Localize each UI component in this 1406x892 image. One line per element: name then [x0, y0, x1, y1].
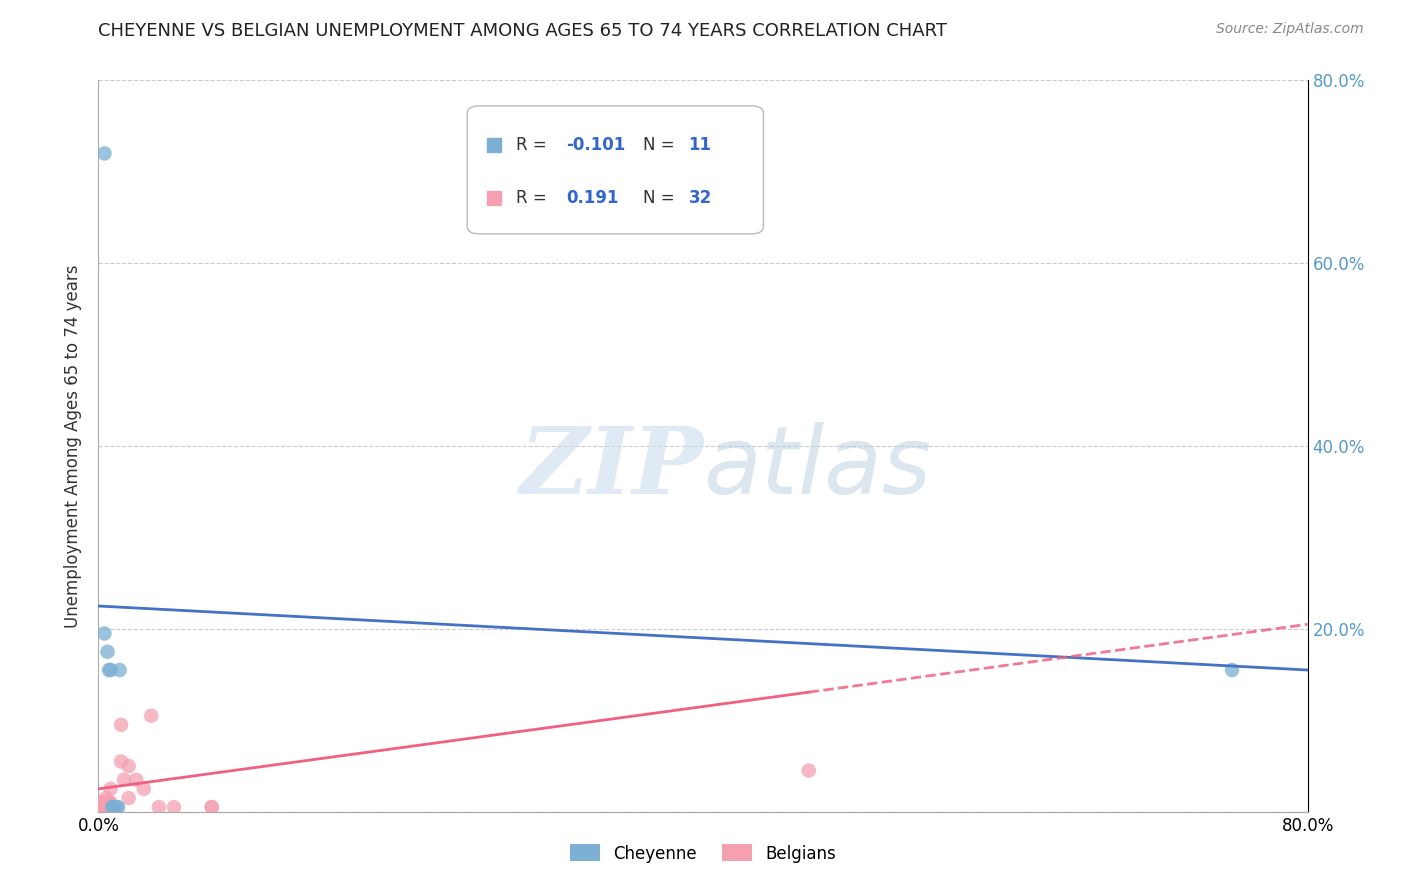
- Point: [101, 800, 124, 814]
- Point: [112, 772, 135, 787]
- Point: [91, 800, 114, 814]
- Point: [163, 800, 186, 814]
- Point: [93, 796, 115, 810]
- Point: [89, 800, 111, 814]
- Text: atlas: atlas: [703, 423, 931, 514]
- Point: [110, 718, 132, 732]
- Point: [108, 663, 131, 677]
- Point: [94, 800, 117, 814]
- Text: 0.191: 0.191: [567, 189, 619, 207]
- Point: [89, 800, 111, 814]
- Point: [125, 772, 148, 787]
- Text: N =: N =: [643, 189, 679, 207]
- Text: R =: R =: [516, 136, 551, 154]
- Point: [91, 796, 114, 810]
- Point: [98, 800, 121, 814]
- Point: [107, 800, 129, 814]
- Point: [110, 755, 132, 769]
- Point: [103, 800, 125, 814]
- Text: N =: N =: [643, 136, 679, 154]
- Point: [96, 645, 118, 659]
- Point: [148, 800, 170, 814]
- Point: [94, 791, 117, 805]
- Text: 11: 11: [689, 136, 711, 154]
- Point: [90, 796, 112, 810]
- Legend: Cheyenne, Belgians: Cheyenne, Belgians: [564, 838, 842, 869]
- Point: [201, 800, 224, 814]
- Point: [98, 663, 121, 677]
- Point: [93, 626, 115, 640]
- Text: Source: ZipAtlas.com: Source: ZipAtlas.com: [1216, 22, 1364, 37]
- Point: [98, 796, 121, 810]
- Point: [101, 800, 124, 814]
- Point: [101, 800, 124, 814]
- Point: [100, 781, 122, 796]
- Text: R =: R =: [516, 189, 551, 207]
- Point: [94, 796, 117, 810]
- Point: [103, 800, 125, 814]
- Point: [91, 796, 114, 810]
- Point: [105, 800, 128, 814]
- Point: [90, 796, 112, 810]
- Text: ZIP: ZIP: [519, 423, 703, 513]
- Point: [100, 796, 122, 810]
- Point: [103, 800, 125, 814]
- Point: [141, 708, 163, 723]
- Point: [132, 781, 155, 796]
- Point: [118, 791, 141, 805]
- Text: CHEYENNE VS BELGIAN UNEMPLOYMENT AMONG AGES 65 TO 74 YEARS CORRELATION CHART: CHEYENNE VS BELGIAN UNEMPLOYMENT AMONG A…: [98, 22, 948, 40]
- Point: [797, 764, 820, 778]
- FancyBboxPatch shape: [467, 106, 763, 234]
- Text: 32: 32: [689, 189, 711, 207]
- Point: [93, 146, 115, 161]
- Point: [100, 663, 122, 677]
- Text: -0.101: -0.101: [567, 136, 626, 154]
- Point: [118, 759, 141, 773]
- Point: [201, 800, 224, 814]
- Y-axis label: Unemployment Among Ages 65 to 74 years: Unemployment Among Ages 65 to 74 years: [65, 264, 83, 628]
- Point: [1220, 663, 1243, 677]
